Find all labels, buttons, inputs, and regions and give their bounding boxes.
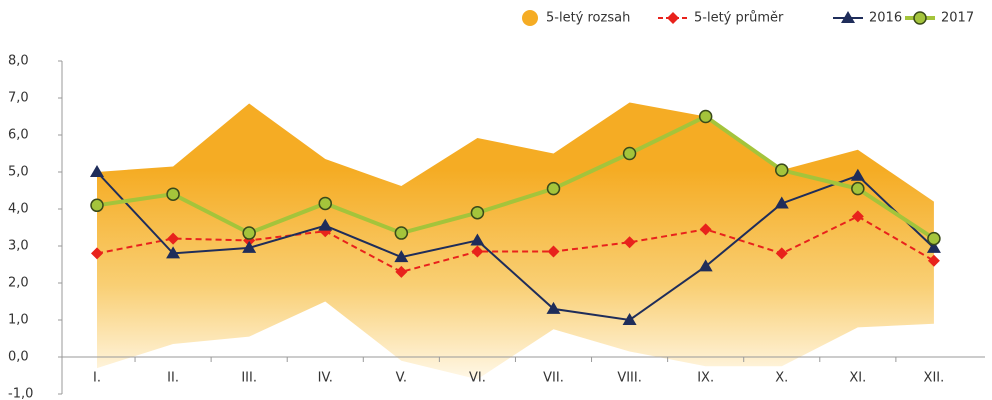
series-marker — [851, 210, 864, 223]
series-marker — [470, 233, 485, 246]
series-marker — [91, 247, 103, 260]
y-tick-label: 0,0 — [8, 350, 29, 365]
series-marker — [622, 313, 637, 325]
legend-marker — [913, 11, 927, 25]
series-marker — [394, 226, 409, 240]
y-tick-label: 7,0 — [8, 91, 29, 106]
series-marker — [851, 181, 865, 196]
legend: 5-letý rozsah 5-letý průměr 2016 2017 — [522, 10, 974, 26]
x-tick-label: I. — [93, 371, 101, 386]
series-marker — [167, 232, 180, 245]
series-marker — [927, 254, 940, 267]
legend-label: 2017 — [941, 11, 974, 26]
series-marker — [927, 231, 941, 246]
y-tick-label: 5,0 — [8, 165, 29, 180]
series-marker — [926, 240, 941, 253]
x-tick-label: XI. — [849, 371, 866, 386]
series-marker — [90, 198, 104, 213]
x-tick-label: II. — [167, 371, 179, 386]
series-marker — [699, 223, 712, 236]
legend-label: 5-letý průměr — [694, 11, 784, 26]
x-tick-label: VII. — [543, 371, 564, 386]
series-marker — [318, 196, 332, 211]
series-marker — [850, 168, 865, 181]
series-marker — [547, 245, 560, 258]
series-marker — [242, 226, 256, 240]
series-marker — [394, 250, 409, 263]
legend-swatch — [522, 10, 538, 26]
y-tick-label: 8,0 — [8, 54, 29, 69]
series-marker — [166, 246, 181, 259]
series-marker — [546, 181, 561, 196]
x-tick-label: VI. — [469, 371, 486, 386]
y-tick-label: 3,0 — [8, 239, 29, 254]
series-marker — [774, 196, 789, 209]
series-marker — [90, 165, 104, 177]
series-marker — [775, 163, 789, 177]
series-marker — [546, 301, 561, 314]
x-tick-label: XII. — [924, 371, 945, 386]
series-marker — [471, 245, 484, 258]
range-area — [97, 102, 934, 380]
x-tick-label: III. — [241, 371, 257, 386]
y-tick-label: -1,0 — [8, 387, 33, 400]
series-marker — [698, 259, 713, 272]
series-marker — [698, 109, 713, 124]
legend-marker — [667, 12, 679, 24]
x-tick-label: VIII. — [617, 371, 642, 386]
x-tick-label: V. — [396, 371, 407, 386]
y-tick-label: 6,0 — [8, 128, 29, 143]
legend-marker — [841, 11, 855, 23]
series-marker — [166, 187, 180, 201]
series-marker — [318, 218, 333, 231]
series-marker — [775, 247, 788, 260]
x-tick-label: IX. — [697, 371, 714, 386]
series-marker — [470, 205, 485, 220]
x-tick-label: IV. — [318, 371, 333, 386]
series-line — [96, 114, 936, 241]
y-tick-label: 2,0 — [8, 276, 29, 291]
series-line — [96, 171, 935, 322]
series-marker — [395, 265, 408, 278]
series-line — [96, 215, 935, 273]
x-tick-label: X. — [775, 371, 788, 386]
legend-label: 5-letý rozsah — [546, 11, 630, 26]
series-marker — [242, 240, 257, 253]
legend-label: 2016 — [869, 11, 902, 26]
series-marker — [622, 146, 637, 161]
y-tick-label: 1,0 — [8, 313, 29, 328]
series-marker — [623, 236, 636, 249]
y-tick-label: 4,0 — [8, 202, 29, 217]
